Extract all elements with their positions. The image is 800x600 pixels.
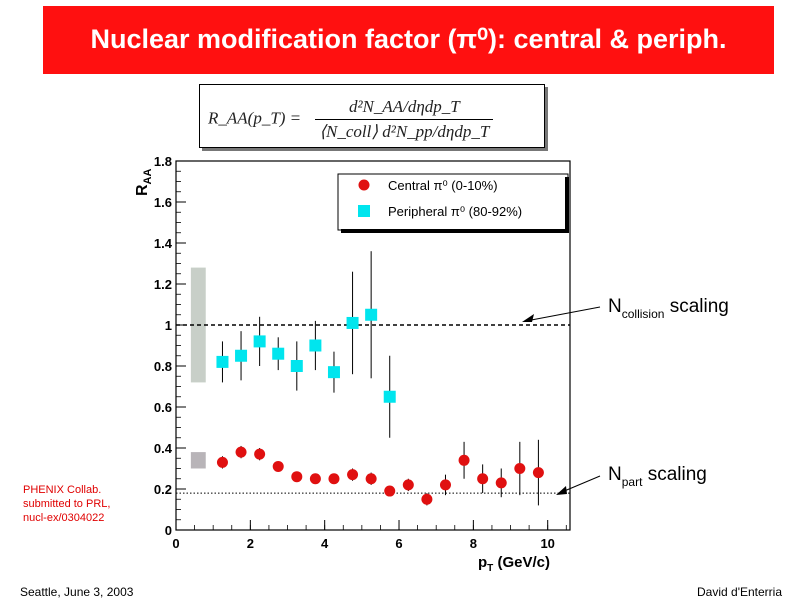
peripheral-point	[365, 308, 378, 321]
peripheral-point	[383, 390, 396, 403]
central-point	[347, 469, 359, 481]
y-tick-label: 0.4	[154, 441, 173, 456]
legend-shadow-right	[565, 177, 569, 233]
raa-formula-box: R_AA(p_T) = d²N_AA/dηdp_T ⟨N_coll⟩ d²N_p…	[199, 84, 545, 148]
y-tick-label: 0	[165, 523, 172, 538]
peripheral-point	[290, 360, 303, 372]
central-point	[532, 467, 544, 479]
formula-denominator: ⟨N_coll⟩ d²N_pp/dηdp_T	[319, 122, 490, 141]
peripheral-point	[327, 366, 340, 379]
footer-location-date: Seattle, June 3, 2003	[20, 585, 134, 599]
x-tick-label: 8	[470, 536, 477, 551]
y-tick-label: 1.8	[154, 154, 172, 169]
formula-lhs: R_AA(p_T) =	[208, 108, 302, 128]
y-tick-label: 1.6	[154, 195, 172, 210]
raa-formula: R_AA(p_T) = d²N_AA/dηdp_T ⟨N_coll⟩ d²N_p…	[208, 97, 494, 142]
x-tick-label: 10	[540, 536, 554, 551]
y-axis-label: RAA	[134, 168, 154, 196]
slide-title: Nuclear modification factor (π⁰): centra…	[90, 24, 727, 54]
central-point	[421, 493, 433, 505]
peripheral-point	[216, 355, 229, 368]
central-point	[365, 473, 377, 485]
y-tick-label: 0.2	[154, 482, 172, 497]
legend-peripheral-label: Peripheral π⁰ (80-92%)	[388, 204, 522, 219]
ncoll-scaling-label: Ncollision scaling	[608, 296, 729, 321]
credit-line-1: PHENIX Collab.	[23, 484, 102, 496]
central-point	[328, 473, 340, 485]
peripheral-point	[253, 335, 266, 348]
peripheral-point	[272, 347, 285, 360]
legend-central-label: Central π⁰ (0-10%)	[388, 178, 498, 193]
formula-numerator: d²N_AA/dηdp_T	[315, 97, 494, 120]
central-point	[384, 485, 396, 497]
npart-arrow-head	[556, 486, 567, 495]
y-tick-label: 1	[165, 318, 172, 333]
x-tick-label: 6	[395, 536, 402, 551]
footer-author: David d'Enterria	[697, 585, 782, 599]
x-tick-label: 0	[172, 536, 179, 551]
ncoll-arrow	[525, 306, 601, 322]
ncoll-arrow-head	[522, 314, 534, 322]
y-tick-label: 0.8	[154, 359, 172, 374]
central-point	[291, 471, 303, 483]
credit-line-2: submitted to PRL,	[23, 498, 111, 510]
y-tick-label: 0.6	[154, 400, 172, 415]
peripheral-point	[346, 316, 359, 329]
formula-fraction: d²N_AA/dηdp_T ⟨N_coll⟩ d²N_pp/dηdp_T	[315, 97, 494, 142]
npart-arrow	[561, 475, 601, 493]
central-point	[216, 456, 228, 468]
central-point	[458, 454, 470, 466]
x-axis-label: pT (GeV/c)	[478, 554, 550, 574]
central-point	[272, 460, 284, 472]
legend-peripheral-marker	[358, 205, 370, 217]
legend-box	[337, 173, 569, 231]
systematic-band-1	[190, 452, 206, 469]
npart-scaling-label: Npart scaling	[608, 464, 707, 489]
central-point	[495, 477, 507, 489]
central-point	[254, 448, 266, 460]
x-tick-label: 2	[247, 536, 254, 551]
y-tick-label: 1.4	[154, 236, 173, 251]
peripheral-point	[235, 349, 248, 362]
central-point	[514, 463, 526, 474]
credit-line-3: nucl-ex/0304022	[23, 512, 105, 524]
phenix-credit: PHENIX Collab. submitted to PRL, nucl-ex…	[23, 483, 110, 525]
legend-shadow-bottom	[341, 229, 569, 233]
central-point	[439, 479, 451, 491]
central-point	[235, 446, 247, 458]
title-bar: Nuclear modification factor (π⁰): centra…	[43, 6, 774, 74]
central-point	[477, 473, 489, 485]
legend-central-marker	[358, 179, 370, 191]
central-point	[402, 479, 414, 491]
x-tick-label: 4	[321, 536, 329, 551]
central-point	[309, 473, 321, 485]
peripheral-point	[309, 339, 322, 352]
y-tick-label: 1.2	[154, 277, 172, 292]
